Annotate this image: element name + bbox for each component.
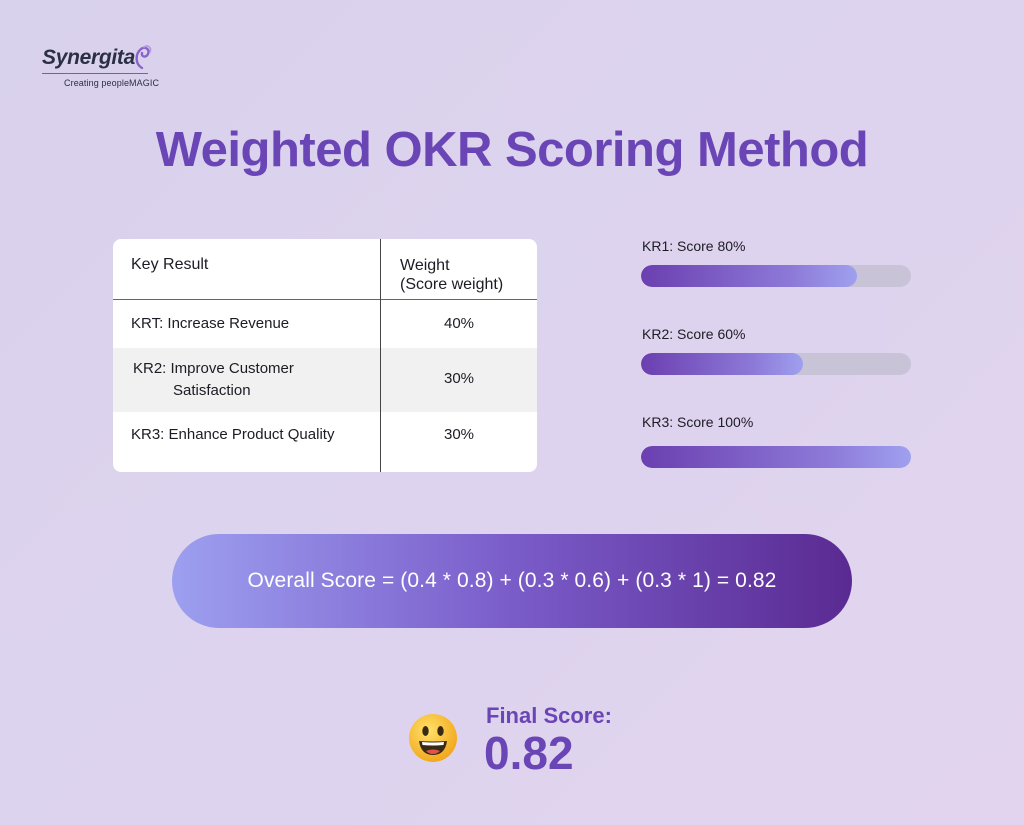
weights-table: Key Result Weight (Score weight) KRT: In… bbox=[113, 239, 537, 472]
table-row: KRT: Increase Revenue 40% bbox=[113, 300, 537, 348]
kr3-score-label: KR3: Score 100% bbox=[642, 414, 754, 430]
table-row: KR3: Enhance Product Quality 30% bbox=[113, 412, 537, 472]
row-key-result: KRT: Increase Revenue bbox=[131, 313, 289, 335]
row-weight: 30% bbox=[443, 426, 475, 443]
logo: Synergita Creating peopleMAGIC bbox=[42, 44, 162, 94]
row-key-result-line1: KRT: Increase Revenue bbox=[131, 315, 290, 332]
grinning-face-icon bbox=[409, 714, 457, 762]
logo-swirl-icon bbox=[135, 45, 152, 70]
header-divider bbox=[113, 299, 537, 300]
row-weight: 30% bbox=[443, 370, 475, 387]
row-key-result-line2: Satisfaction bbox=[173, 382, 251, 399]
row-weight: 40% bbox=[443, 315, 475, 332]
kr1-score-fill bbox=[641, 265, 857, 287]
kr2-score-fill bbox=[641, 353, 803, 375]
kr1-score-track bbox=[641, 265, 911, 287]
row-key-result: KR3: Enhance Product Quality bbox=[131, 424, 334, 446]
header-key-result: Key Result bbox=[131, 256, 209, 273]
overall-score-formula: Overall Score = (0.4 * 0.8) + (0.3 * 0.6… bbox=[172, 534, 852, 628]
row-key-result-line1: KR3: Enhance Product Quality bbox=[131, 426, 335, 443]
row-key-result: KR2: Improve Customer Satisfaction bbox=[133, 358, 294, 402]
header-weight-line1: Weight bbox=[400, 257, 450, 274]
kr3-score-fill bbox=[641, 446, 911, 468]
table-row: KR2: Improve Customer Satisfaction 30% bbox=[113, 348, 537, 412]
column-divider bbox=[380, 239, 381, 472]
kr1-score-label: KR1: Score 80% bbox=[642, 238, 746, 254]
logo-underline bbox=[42, 73, 148, 74]
logo-name: Synergita bbox=[42, 46, 135, 69]
logo-tagline: Creating peopleMAGIC bbox=[64, 78, 160, 88]
kr2-score-track bbox=[641, 353, 911, 375]
final-score-label: Final Score: bbox=[486, 703, 612, 728]
page-title: Weighted OKR Scoring Method bbox=[155, 123, 869, 177]
kr2-score-label: KR2: Score 60% bbox=[642, 326, 746, 342]
formula-text: Overall Score = (0.4 * 0.8) + (0.3 * 0.6… bbox=[247, 569, 777, 592]
header-weight: Weight (Score weight) bbox=[400, 256, 503, 294]
row-key-result-line1: KR2: Improve Customer bbox=[133, 360, 294, 377]
kr3-score-track bbox=[641, 446, 911, 468]
header-weight-line2: (Score weight) bbox=[400, 276, 504, 293]
final-score-value: 0.82 bbox=[484, 727, 574, 779]
